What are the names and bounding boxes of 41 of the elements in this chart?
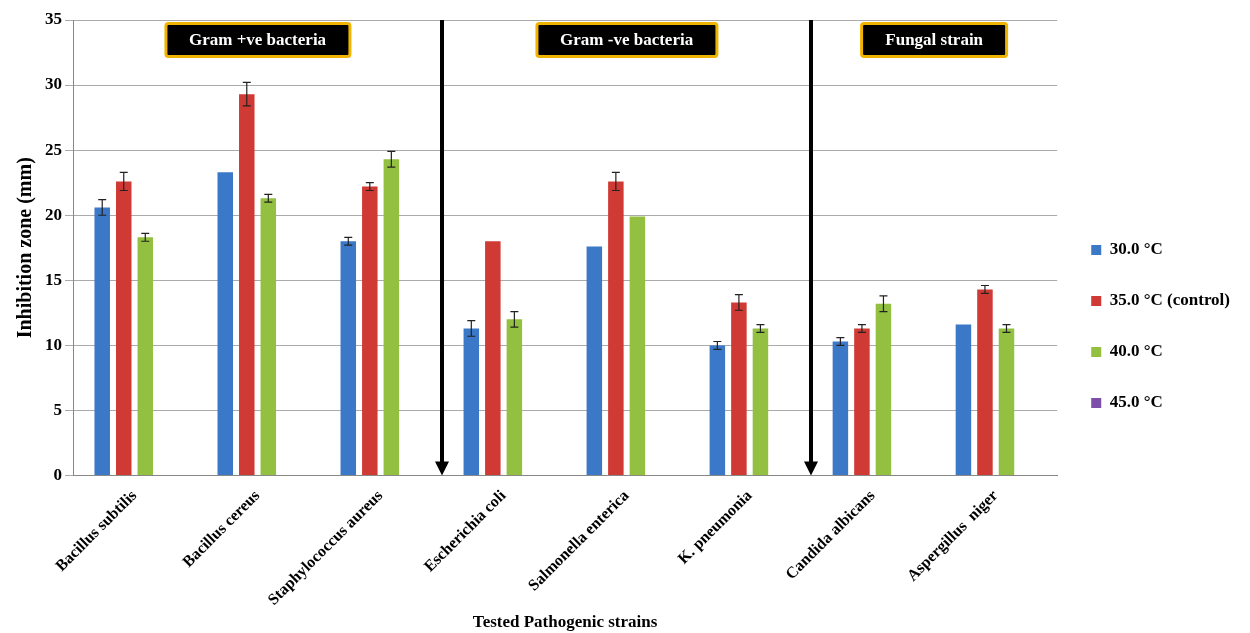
bar xyxy=(998,328,1015,476)
bar xyxy=(731,302,747,476)
legend-label: 35.0 °C (control) xyxy=(1109,290,1231,310)
y-axis-title: Inhibition zone (mm) xyxy=(13,157,37,339)
y-tick-label: 5 xyxy=(53,399,62,419)
bar xyxy=(752,328,769,476)
bar xyxy=(629,216,646,476)
bar xyxy=(854,328,870,476)
bar xyxy=(340,241,357,476)
bar xyxy=(94,207,110,476)
bar xyxy=(608,181,624,476)
y-tick-label: 0 xyxy=(53,464,62,484)
bar xyxy=(362,186,378,476)
legend-label: 45.0 °C xyxy=(1109,392,1163,412)
bar xyxy=(383,159,400,476)
x-axis-title: Tested Pathogenic strains xyxy=(472,612,658,632)
bar xyxy=(709,345,726,476)
bar xyxy=(485,241,501,476)
bar xyxy=(977,289,993,476)
y-tick-label: 10 xyxy=(45,334,62,354)
y-tick-label: 35 xyxy=(45,9,62,29)
y-tick-label: 30 xyxy=(45,74,62,94)
legend-label: 40.0 °C xyxy=(1109,341,1163,361)
y-tick-label: 15 xyxy=(45,269,62,289)
annotation: Gram +ve bacteria xyxy=(163,22,352,58)
bar xyxy=(137,237,154,476)
bar xyxy=(239,94,255,476)
bar xyxy=(586,246,603,476)
y-tick-label: 25 xyxy=(45,139,62,159)
legend-label: 30.0 °C xyxy=(1109,239,1163,259)
bar xyxy=(260,198,277,476)
bar xyxy=(832,341,849,476)
y-tick-label: 20 xyxy=(45,204,62,224)
bar xyxy=(875,303,892,476)
annotation: Fungal strain xyxy=(860,22,1009,58)
bar xyxy=(217,172,233,476)
annotation: Gram -ve bacteria xyxy=(535,22,719,58)
bar xyxy=(955,324,972,476)
bar xyxy=(506,319,523,476)
bar xyxy=(463,328,480,476)
bar xyxy=(116,181,132,476)
